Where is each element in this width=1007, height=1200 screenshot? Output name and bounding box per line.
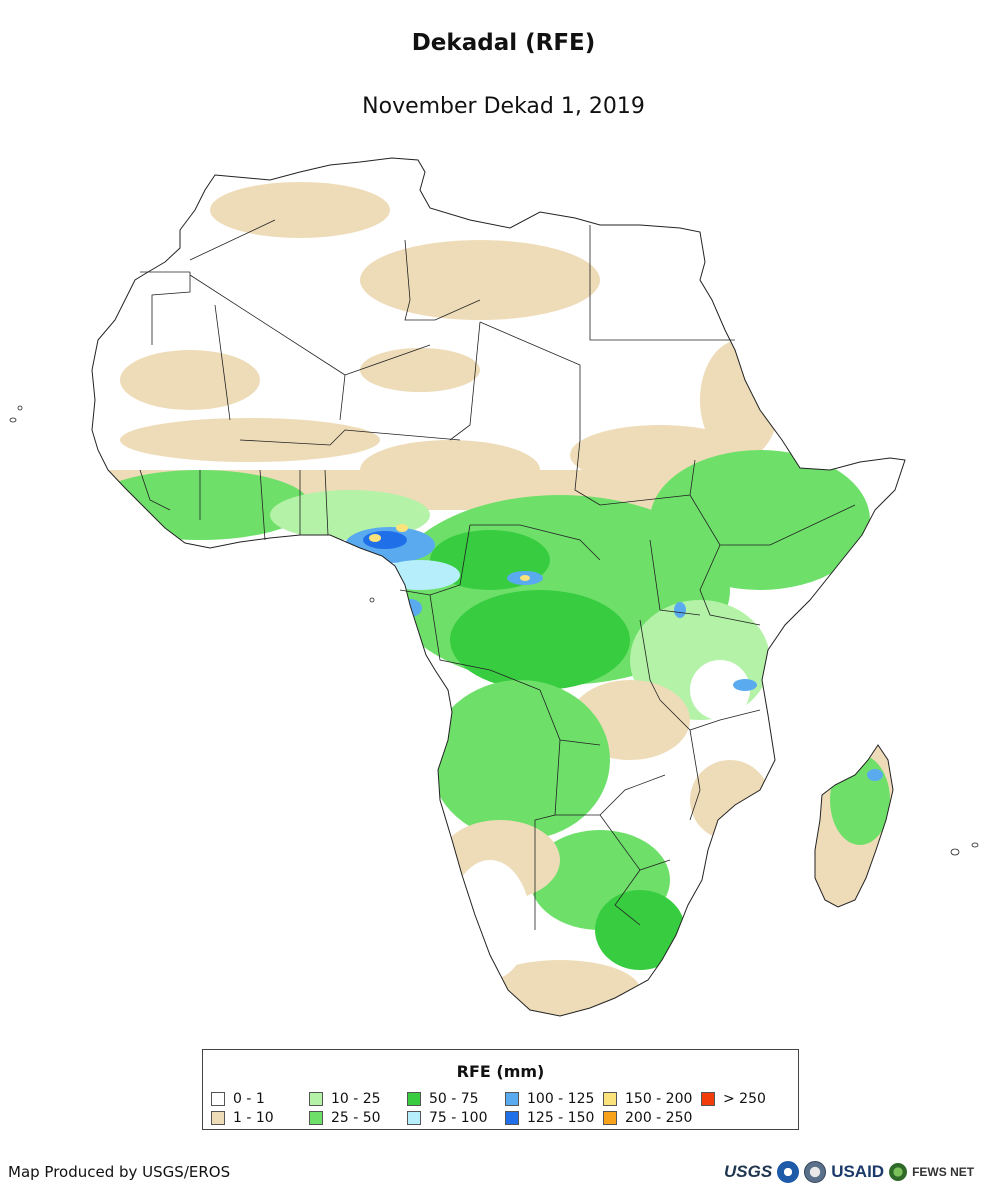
legend: RFE (mm) 0 - 1 1 - 10 10 - 25 25 - 50 50… [202,1049,799,1130]
map-credit: Map Produced by USGS/EROS [8,1163,231,1181]
legend-label: 25 - 50 [331,1110,381,1126]
noaa-seal-icon [777,1161,800,1183]
legend-label: 10 - 25 [331,1091,381,1107]
legend-swatch [701,1092,715,1106]
legend-swatch [505,1092,519,1106]
legend-swatch [603,1111,617,1125]
usaid-logo: USAID [831,1162,885,1181]
legend-swatch [603,1092,617,1106]
legend-swatch [309,1111,323,1125]
usgs-logo: USGS [724,1162,773,1181]
legend-item-10-25: 10 - 25 [309,1090,381,1108]
partner-logos: USGS USAID FEWS NET [724,1158,974,1186]
legend-label: 1 - 10 [233,1110,274,1126]
africa-rainfall-map [0,150,1007,1030]
legend-label: 50 - 75 [429,1091,479,1107]
legend-item-50-75: 50 - 75 [407,1090,479,1108]
legend-swatch [211,1092,225,1106]
legend-item-75-100: 75 - 100 [407,1109,488,1127]
map-subtitle: November Dekad 1, 2019 [362,94,645,119]
legend-swatch [407,1092,421,1106]
legend-label: > 250 [723,1091,766,1107]
legend-item-125-150: 125 - 150 [505,1109,594,1127]
legend-item-gt-250: > 250 [701,1090,766,1108]
legend-swatch [505,1111,519,1125]
legend-label: 125 - 150 [527,1110,595,1126]
legend-item-150-200: 150 - 200 [603,1090,692,1108]
legend-label: 75 - 100 [429,1110,488,1126]
legend-item-25-50: 25 - 50 [309,1109,381,1127]
legend-label: 100 - 125 [527,1091,595,1107]
nasa-seal-icon [804,1161,827,1183]
legend-label: 150 - 200 [625,1091,693,1107]
legend-label: 0 - 1 [233,1091,265,1107]
legend-title: RFE (mm) [456,1062,545,1081]
legend-item-200-250: 200 - 250 [603,1109,692,1127]
legend-label: 200 - 250 [625,1110,693,1126]
islands [9,405,979,856]
fews-net-logo: FEWS NET [912,1165,975,1179]
legend-swatch [211,1111,225,1125]
legend-item-1-10: 1 - 10 [211,1109,274,1127]
legend-swatch [407,1111,421,1125]
legend-swatch [309,1092,323,1106]
legend-item-100-125: 100 - 125 [505,1090,594,1108]
map-title: Dekadal (RFE) [411,30,596,56]
madagascar-rainfall [815,745,893,907]
country-borders [139,219,856,930]
fews-globe-icon [889,1163,908,1181]
legend-item-0-1: 0 - 1 [211,1090,265,1108]
